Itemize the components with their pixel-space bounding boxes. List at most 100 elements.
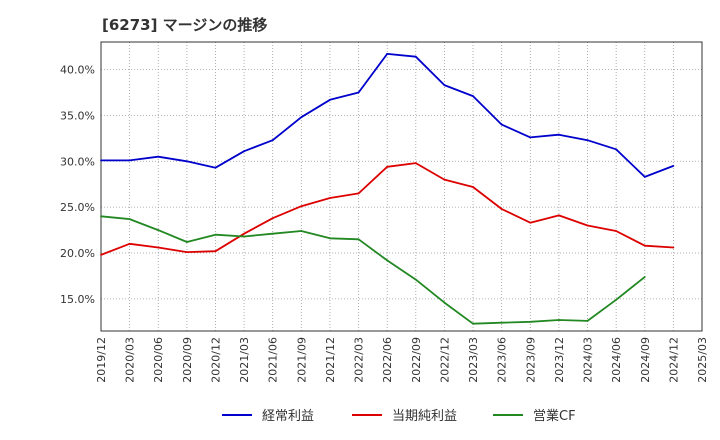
series-3 — [100, 215, 646, 325]
data-point — [243, 235, 245, 238]
legend-label: 経常利益 — [262, 409, 314, 424]
x-tick-label: 2024/09 — [639, 337, 652, 383]
x-tick-label: 2023/12 — [553, 337, 566, 383]
data-point — [128, 242, 131, 245]
data-point — [243, 150, 245, 153]
data-point — [500, 321, 503, 324]
data-point — [386, 165, 389, 168]
data-point — [414, 278, 417, 281]
data-point — [157, 229, 160, 231]
data-point — [558, 133, 560, 136]
series-line — [100, 215, 646, 325]
data-point — [529, 136, 532, 139]
x-tick-label: 2022/03 — [353, 337, 366, 383]
x-tick-label: 2021/06 — [267, 337, 280, 383]
data-point — [185, 251, 188, 253]
data-point — [243, 232, 245, 235]
data-point — [271, 217, 274, 220]
data-point — [500, 123, 503, 126]
data-point — [185, 241, 188, 243]
data-point — [214, 166, 217, 169]
series-1 — [100, 53, 675, 178]
x-tick-label: 2024/03 — [582, 337, 595, 383]
data-point — [672, 164, 675, 167]
data-point — [443, 84, 446, 87]
y-tick-label: 20.0% — [60, 247, 95, 260]
y-tick-label: 40.0% — [60, 64, 95, 77]
plot-border — [100, 41, 703, 332]
legend-label: 営業CF — [533, 408, 576, 424]
chart-title: [6273] マージンの推移 — [102, 16, 268, 34]
data-point — [100, 159, 102, 162]
data-point — [100, 253, 102, 256]
x-tick-label: 2021/03 — [238, 337, 251, 383]
data-point — [329, 98, 331, 101]
x-tick-label: 2019/12 — [95, 337, 108, 383]
legend-label: 当期純利益 — [392, 409, 457, 424]
data-point — [472, 95, 474, 98]
data-point — [615, 148, 618, 151]
data-point — [386, 259, 389, 262]
x-tick-label: 2023/03 — [467, 337, 480, 383]
x-tick-label: 2023/09 — [524, 337, 537, 383]
y-tick-label: 35.0% — [60, 109, 95, 122]
data-point — [128, 218, 131, 220]
data-point — [472, 186, 474, 188]
series-2 — [100, 162, 675, 256]
data-point — [157, 246, 160, 249]
data-point — [357, 91, 360, 94]
data-point — [529, 320, 532, 323]
data-point — [185, 160, 188, 163]
data-point — [329, 237, 331, 240]
x-tick-label: 2020/09 — [181, 337, 194, 383]
x-tick-label: 2020/12 — [209, 337, 222, 383]
data-point — [157, 155, 160, 158]
x-tick-label: 2022/09 — [410, 337, 423, 383]
data-point — [300, 230, 303, 232]
x-tick-label: 2023/06 — [496, 337, 509, 383]
data-point — [214, 250, 217, 253]
plot-area — [101, 42, 702, 331]
data-point — [300, 205, 303, 208]
data-point — [472, 322, 474, 325]
x-tick-label: 2021/12 — [324, 337, 337, 383]
y-tick-label: 25.0% — [60, 201, 95, 214]
data-point — [100, 215, 102, 218]
x-tick-label: 2024/12 — [667, 337, 680, 383]
data-point — [414, 162, 417, 165]
data-point — [586, 224, 589, 227]
data-point — [128, 159, 131, 162]
data-point — [443, 178, 446, 181]
data-point — [357, 192, 360, 195]
data-point — [529, 221, 532, 224]
data-point — [672, 246, 675, 249]
x-tick-label: 2020/03 — [124, 337, 137, 383]
data-point — [386, 53, 389, 55]
data-point — [271, 232, 274, 235]
data-point — [300, 116, 303, 119]
data-point — [443, 301, 446, 304]
data-point — [271, 139, 274, 142]
data-point — [643, 275, 646, 278]
data-point — [357, 238, 360, 241]
x-tick-label: 2022/12 — [438, 337, 451, 383]
data-point — [643, 175, 646, 178]
data-point — [615, 298, 618, 301]
x-tick-label: 2025/03 — [696, 337, 709, 383]
data-point — [214, 233, 217, 236]
x-tick-label: 2022/06 — [381, 337, 394, 383]
y-tick-label: 30.0% — [60, 155, 95, 168]
data-point — [414, 55, 417, 58]
data-point — [500, 208, 503, 210]
data-point — [558, 319, 560, 321]
x-tick-label: 2021/09 — [295, 337, 308, 383]
data-point — [329, 197, 331, 199]
x-tick-label: 2024/06 — [610, 337, 623, 383]
data-point — [643, 244, 646, 247]
data-point — [615, 230, 618, 232]
data-point — [558, 214, 560, 217]
data-point — [586, 139, 589, 142]
data-point — [586, 320, 589, 322]
